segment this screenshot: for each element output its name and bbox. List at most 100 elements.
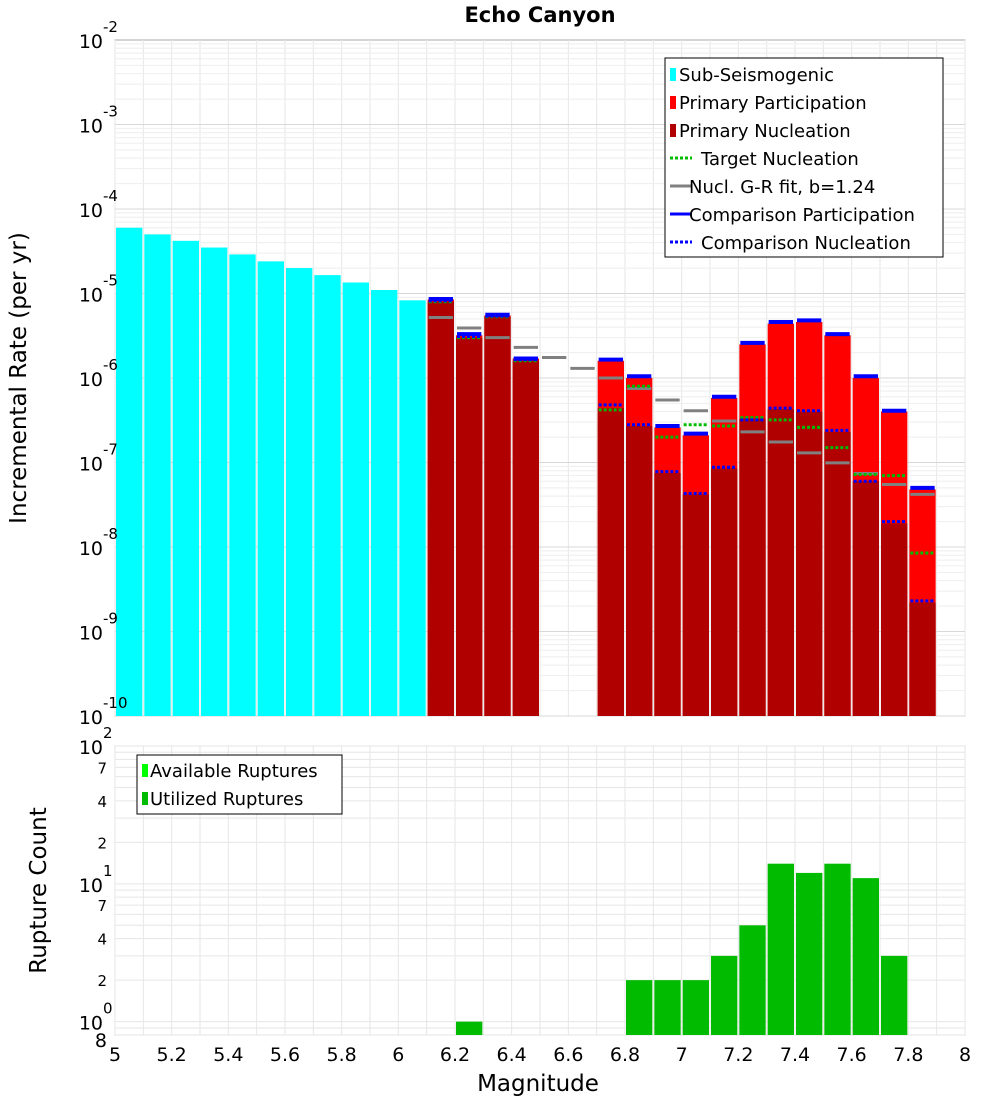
bottom-legend-box [136, 754, 343, 815]
bottom-y-minor-tick: 7 [97, 897, 107, 915]
utilized-ruptures-bar [852, 878, 879, 1035]
legend-swatch [670, 96, 676, 109]
sub-seismogenic-bar [342, 282, 369, 716]
top-y-tick-exp: -10 [103, 694, 128, 712]
top-y-tick-base: 10 [79, 707, 103, 729]
primary-nucleation-bar [909, 602, 936, 716]
x-axis-label: Magnitude [477, 1071, 599, 1097]
bottom-y-tick-base: 10 [79, 737, 103, 759]
legend-label: Nucl. G-R fit, b=1.24 [689, 177, 875, 198]
utilized-ruptures-bar [711, 955, 738, 1035]
x-tick-label: 7.8 [893, 1044, 923, 1066]
bottom-grid [114, 745, 966, 1036]
x-tick-label: 8 [959, 1044, 971, 1066]
bottom-y-tick-exp: 0 [103, 1000, 113, 1018]
legend-label: Comparison Participation [689, 205, 915, 226]
legend-swatch [142, 764, 148, 777]
x-tick-label: 7 [676, 1044, 688, 1066]
top-y-tick-exp: -4 [103, 187, 118, 205]
primary-nucleation-bar [852, 481, 879, 716]
primary-nucleation-bar [881, 523, 908, 716]
bottom-y-tick-base: 10 [79, 1013, 103, 1035]
top-y-tick-exp: -7 [103, 441, 118, 459]
primary-nucleation-bar [767, 408, 794, 716]
top-legend-box [664, 57, 944, 258]
bottom-y-tick-base: 10 [79, 875, 103, 897]
bottom-y-minor-tick: 4 [97, 931, 107, 949]
sub-seismogenic-bar [371, 290, 398, 716]
bottom-y-major-tick: 101 [79, 862, 113, 897]
x-tick-label: 5.8 [327, 1044, 357, 1066]
top-y-tick-exp: -2 [103, 18, 118, 36]
primary-nucleation-bar [484, 316, 511, 716]
sub-seismogenic-bar [144, 234, 171, 717]
bottom-y-tick-exp: 1 [103, 862, 113, 880]
legend-swatch [670, 124, 676, 137]
sub-seismogenic-bar [257, 261, 284, 716]
legend-swatch [142, 792, 148, 805]
top-y-tick-base: 10 [79, 31, 103, 53]
x-tick-label: 5.6 [270, 1044, 300, 1066]
x-tick-label: 6.4 [497, 1044, 527, 1066]
primary-nucleation-bar [597, 408, 624, 716]
top-y-tick-base: 10 [79, 285, 103, 307]
top-y-tick: 10-5 [79, 272, 118, 307]
primary-nucleation-bar [796, 411, 823, 716]
bottom-y-minor-tick: 4 [97, 793, 107, 811]
top-y-tick: 10-7 [79, 441, 118, 476]
legend-label: Comparison Nucleation [701, 233, 911, 254]
legend-label: Utilized Ruptures [150, 789, 303, 810]
x-tick-label: 7.6 [837, 1044, 867, 1066]
sub-seismogenic-bar [229, 254, 256, 716]
bottom-y-minor-tick: 8 [95, 1030, 107, 1052]
utilized-ruptures-bar [682, 980, 709, 1035]
legend-label: Primary Participation [679, 93, 867, 114]
primary-nucleation-bar [427, 301, 454, 716]
legend-label: Target Nucleation [700, 149, 859, 170]
x-tick-label: 6.2 [440, 1044, 470, 1066]
primary-nucleation-bar [626, 426, 653, 716]
legend-label: Primary Nucleation [679, 121, 851, 142]
top-y-tick-exp: -3 [103, 103, 118, 121]
primary-nucleation-bar [654, 473, 681, 716]
top-y-axis-label: Incremental Rate (per yr) [6, 232, 32, 524]
top-bars [116, 227, 936, 717]
bottom-legend: Available Ruptures Utilized Ruptures [136, 754, 343, 815]
top-y-tick: 10-6 [79, 356, 118, 391]
primary-nucleation-bar [824, 431, 851, 716]
top-y-tick-exp: -5 [103, 272, 118, 290]
top-y-tick: 10-10 [79, 694, 128, 729]
primary-nucleation-bar [711, 468, 738, 716]
top-y-tick: 10-8 [79, 525, 118, 560]
sub-seismogenic-bar [314, 275, 341, 716]
bottom-y-major-tick: 100 [79, 1000, 113, 1035]
primary-nucleation-bar [456, 337, 483, 716]
top-y-tick: 10-9 [79, 610, 118, 645]
primary-nucleation-bar [682, 494, 709, 716]
top-y-tick: 10-3 [79, 103, 118, 138]
bottom-y-major-tick: 102 [79, 724, 113, 759]
legend-swatch [670, 68, 676, 81]
sub-seismogenic-bar [172, 240, 199, 716]
top-y-tick-base: 10 [79, 369, 103, 391]
utilized-ruptures-bar [881, 955, 908, 1035]
utilized-ruptures-bar [626, 980, 653, 1035]
x-tick-label: 5 [109, 1044, 121, 1066]
utilized-ruptures-bar [456, 1021, 483, 1035]
primary-nucleation-bar [512, 360, 539, 716]
top-legend: Sub-Seismogenic Primary Participation Prim… [664, 57, 944, 258]
x-tick-label: 6.6 [553, 1044, 583, 1066]
utilized-ruptures-bar [796, 872, 823, 1035]
top-y-tick: 10-4 [79, 187, 118, 222]
top-markers [428, 297, 935, 603]
x-tick-label: 5.4 [213, 1044, 243, 1066]
utilized-ruptures-bar [739, 925, 766, 1035]
top-y-tick-base: 10 [79, 116, 103, 138]
x-tick-label: 7.2 [723, 1044, 753, 1066]
top-y-tick-base: 10 [79, 623, 103, 645]
top-y-tick-exp: -6 [103, 356, 118, 374]
top-y-tick-exp: -8 [103, 525, 118, 543]
sub-seismogenic-bar [116, 227, 143, 716]
